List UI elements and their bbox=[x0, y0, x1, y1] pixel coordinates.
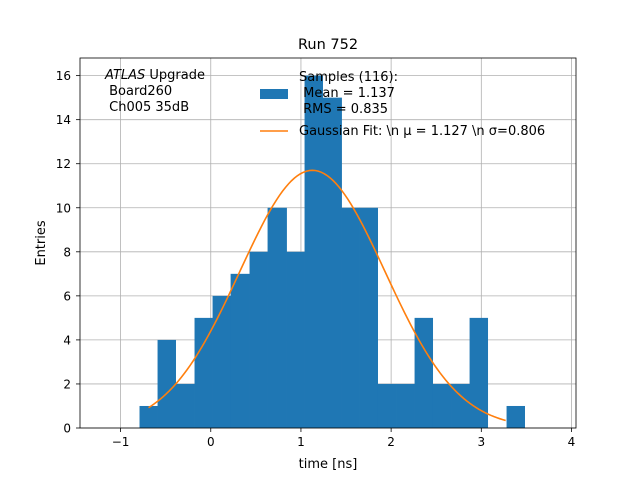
legend: Samples (116): Mean = 1.137 RMS = 0.835 … bbox=[260, 70, 545, 139]
annotation-line-3: Ch005 35dB bbox=[105, 100, 189, 115]
y-tick-label: 14 bbox=[56, 113, 71, 127]
y-tick-label: 0 bbox=[63, 422, 71, 436]
histogram-bar bbox=[286, 251, 305, 428]
histogram-bar bbox=[249, 251, 268, 428]
annotation-atlas-label: ATLAS bbox=[104, 68, 145, 83]
histogram-bar bbox=[432, 383, 452, 428]
histogram-bar bbox=[175, 383, 195, 428]
gaussian-fit-curve bbox=[148, 169, 506, 422]
histogram-bars bbox=[139, 75, 525, 429]
histogram-bar bbox=[194, 317, 213, 428]
plot-frame bbox=[79, 57, 577, 429]
legend-histogram-swatch bbox=[260, 89, 288, 99]
histogram-bar bbox=[469, 317, 489, 428]
y-tick-label: 16 bbox=[56, 69, 71, 83]
legend-fit-label: Gaussian Fit: \n μ = 1.127 \n σ=0.806 bbox=[299, 124, 545, 139]
histogram-bar bbox=[304, 75, 323, 428]
x-tick-label: 4 bbox=[568, 435, 576, 449]
x-tick-label: −1 bbox=[112, 435, 130, 449]
y-tick-label: 12 bbox=[56, 157, 71, 171]
y-tick-label: 8 bbox=[63, 245, 71, 259]
histogram-bar bbox=[377, 383, 397, 428]
histogram-bar bbox=[414, 317, 434, 428]
histogram-bar bbox=[396, 383, 415, 428]
histogram-bar bbox=[230, 273, 250, 428]
histogram-bar bbox=[322, 97, 342, 429]
x-tick-label: 2 bbox=[387, 435, 395, 449]
histogram-bar bbox=[359, 207, 378, 428]
histogram-bar bbox=[139, 405, 158, 428]
y-tick-label: 4 bbox=[63, 333, 71, 347]
gaussian-fit bbox=[148, 169, 506, 422]
y-axis-label: Entries bbox=[34, 220, 49, 266]
legend-histogram-line-2: Mean = 1.137 bbox=[299, 86, 395, 101]
x-axis-label: time [ns] bbox=[299, 457, 358, 472]
annotation-line-1: ATLAS Upgrade bbox=[104, 68, 205, 83]
histogram-bar bbox=[212, 295, 232, 428]
x-tick-label: 1 bbox=[297, 435, 305, 449]
chart-title: Run 752 bbox=[298, 37, 358, 53]
annotation-line-2: Board260 bbox=[105, 84, 172, 99]
y-tick-label: 2 bbox=[63, 377, 71, 391]
histogram-bar bbox=[341, 207, 360, 428]
legend-histogram-line-1: Samples (116): bbox=[299, 70, 398, 85]
y-tick-label: 10 bbox=[56, 201, 71, 215]
histogram-bar bbox=[267, 207, 287, 428]
x-tick-label: 0 bbox=[207, 435, 215, 449]
annotation-upgrade-label: Upgrade bbox=[145, 68, 205, 83]
histogram-bar bbox=[451, 383, 470, 428]
legend-histogram-line-3: RMS = 0.835 bbox=[299, 102, 388, 117]
atlas-annotation: ATLAS Upgrade Board260 Ch005 35dB bbox=[104, 68, 205, 115]
x-tick-label: 3 bbox=[477, 435, 485, 449]
y-tick-label: 6 bbox=[63, 289, 71, 303]
histogram-bar bbox=[157, 339, 176, 428]
histogram-bar bbox=[506, 405, 525, 428]
